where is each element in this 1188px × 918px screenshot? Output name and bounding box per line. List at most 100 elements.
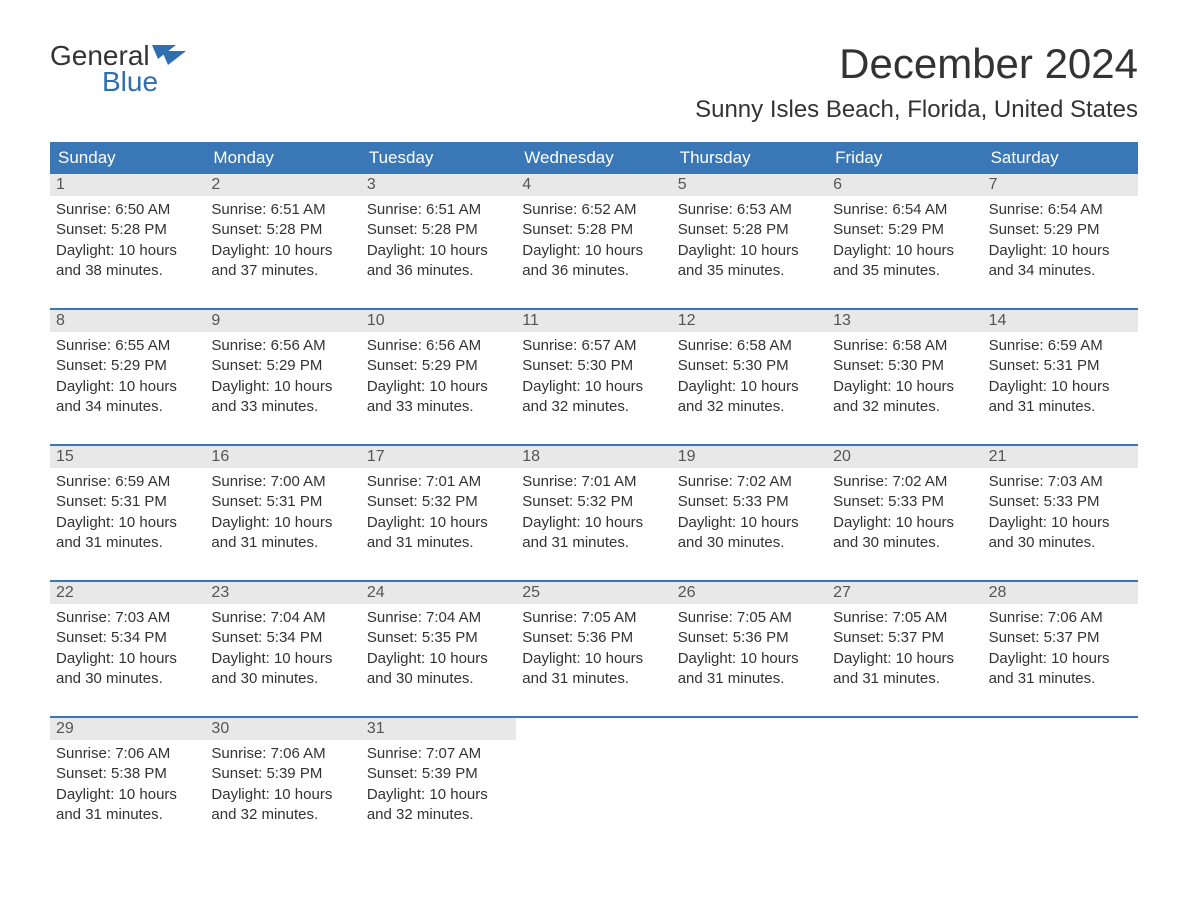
day-number: 25 xyxy=(516,582,671,604)
sunset-line: Sunset: 5:29 PM xyxy=(211,356,354,376)
calendar-cell: 11Sunrise: 6:57 AMSunset: 5:30 PMDayligh… xyxy=(516,310,671,430)
sunset-line: Sunset: 5:34 PM xyxy=(211,628,354,648)
sunrise-line: Sunrise: 6:56 AM xyxy=(367,336,510,356)
calendar-cell: 10Sunrise: 6:56 AMSunset: 5:29 PMDayligh… xyxy=(361,310,516,430)
sunrise-line: Sunrise: 6:53 AM xyxy=(678,200,821,220)
calendar-cell: 6Sunrise: 6:54 AMSunset: 5:29 PMDaylight… xyxy=(827,174,982,294)
sunset-line: Sunset: 5:32 PM xyxy=(522,492,665,512)
sunrise-line: Sunrise: 6:58 AM xyxy=(678,336,821,356)
day-details: Sunrise: 7:01 AMSunset: 5:32 PMDaylight:… xyxy=(361,468,516,561)
day-details: Sunrise: 7:05 AMSunset: 5:37 PMDaylight:… xyxy=(827,604,982,697)
calendar-cell: 21Sunrise: 7:03 AMSunset: 5:33 PMDayligh… xyxy=(983,446,1138,566)
calendar-cell: 30Sunrise: 7:06 AMSunset: 5:39 PMDayligh… xyxy=(205,718,360,838)
sunset-line: Sunset: 5:33 PM xyxy=(833,492,976,512)
daylight-line: Daylight: 10 hours and 30 minutes. xyxy=(56,649,199,690)
sunrise-line: Sunrise: 7:05 AM xyxy=(833,608,976,628)
day-number: 3 xyxy=(361,174,516,196)
daylight-line: Daylight: 10 hours and 31 minutes. xyxy=(56,513,199,554)
day-number: 8 xyxy=(50,310,205,332)
daylight-line: Daylight: 10 hours and 34 minutes. xyxy=(989,241,1132,282)
day-number: 19 xyxy=(672,446,827,468)
sunrise-line: Sunrise: 7:01 AM xyxy=(367,472,510,492)
calendar-cell: 7Sunrise: 6:54 AMSunset: 5:29 PMDaylight… xyxy=(983,174,1138,294)
calendar-week: 29Sunrise: 7:06 AMSunset: 5:38 PMDayligh… xyxy=(50,716,1138,838)
day-number: 23 xyxy=(205,582,360,604)
day-number: 16 xyxy=(205,446,360,468)
day-details: Sunrise: 6:58 AMSunset: 5:30 PMDaylight:… xyxy=(672,332,827,425)
daylight-line: Daylight: 10 hours and 32 minutes. xyxy=(211,785,354,826)
day-number: 14 xyxy=(983,310,1138,332)
daylight-line: Daylight: 10 hours and 30 minutes. xyxy=(833,513,976,554)
sunset-line: Sunset: 5:38 PM xyxy=(56,764,199,784)
day-number: 31 xyxy=(361,718,516,740)
sunrise-line: Sunrise: 7:02 AM xyxy=(833,472,976,492)
calendar-week: 15Sunrise: 6:59 AMSunset: 5:31 PMDayligh… xyxy=(50,444,1138,566)
sunrise-line: Sunrise: 7:06 AM xyxy=(56,744,199,764)
daylight-line: Daylight: 10 hours and 36 minutes. xyxy=(367,241,510,282)
calendar: SundayMondayTuesdayWednesdayThursdayFrid… xyxy=(50,142,1138,838)
day-number: 9 xyxy=(205,310,360,332)
day-details: Sunrise: 7:02 AMSunset: 5:33 PMDaylight:… xyxy=(827,468,982,561)
calendar-cell xyxy=(672,718,827,838)
daylight-line: Daylight: 10 hours and 33 minutes. xyxy=(367,377,510,418)
calendar-cell: 13Sunrise: 6:58 AMSunset: 5:30 PMDayligh… xyxy=(827,310,982,430)
sunrise-line: Sunrise: 7:00 AM xyxy=(211,472,354,492)
day-number: 7 xyxy=(983,174,1138,196)
calendar-cell: 24Sunrise: 7:04 AMSunset: 5:35 PMDayligh… xyxy=(361,582,516,702)
day-headers: SundayMondayTuesdayWednesdayThursdayFrid… xyxy=(50,142,1138,174)
sunset-line: Sunset: 5:29 PM xyxy=(367,356,510,376)
day-header: Thursday xyxy=(672,142,827,174)
sunrise-line: Sunrise: 7:04 AM xyxy=(211,608,354,628)
sunset-line: Sunset: 5:34 PM xyxy=(56,628,199,648)
calendar-cell: 4Sunrise: 6:52 AMSunset: 5:28 PMDaylight… xyxy=(516,174,671,294)
sunrise-line: Sunrise: 7:07 AM xyxy=(367,744,510,764)
daylight-line: Daylight: 10 hours and 30 minutes. xyxy=(678,513,821,554)
day-details: Sunrise: 7:04 AMSunset: 5:34 PMDaylight:… xyxy=(205,604,360,697)
day-details: Sunrise: 6:56 AMSunset: 5:29 PMDaylight:… xyxy=(205,332,360,425)
day-number: 15 xyxy=(50,446,205,468)
day-header: Wednesday xyxy=(516,142,671,174)
day-number: 30 xyxy=(205,718,360,740)
sunset-line: Sunset: 5:31 PM xyxy=(989,356,1132,376)
sunrise-line: Sunrise: 7:05 AM xyxy=(678,608,821,628)
calendar-cell: 5 Sunrise: 6:53 AMSunset: 5:28 PMDaylight… xyxy=(672,174,827,294)
day-details: Sunrise: 7:06 AMSunset: 5:37 PMDaylight:… xyxy=(983,604,1138,697)
day-number: 4 xyxy=(516,174,671,196)
daylight-line: Daylight: 10 hours and 32 minutes. xyxy=(522,377,665,418)
calendar-cell: 23Sunrise: 7:04 AMSunset: 5:34 PMDayligh… xyxy=(205,582,360,702)
calendar-cell: 15Sunrise: 6:59 AMSunset: 5:31 PMDayligh… xyxy=(50,446,205,566)
sunrise-line: Sunrise: 7:06 AM xyxy=(989,608,1132,628)
sunset-line: Sunset: 5:29 PM xyxy=(989,220,1132,240)
sunrise-line: Sunrise: 7:03 AM xyxy=(989,472,1132,492)
day-details: Sunrise: 6:54 AMSunset: 5:29 PMDaylight:… xyxy=(983,196,1138,289)
daylight-line: Daylight: 10 hours and 31 minutes. xyxy=(211,513,354,554)
sunrise-line: Sunrise: 6:57 AM xyxy=(522,336,665,356)
daylight-line: Daylight: 10 hours and 30 minutes. xyxy=(989,513,1132,554)
calendar-cell xyxy=(827,718,982,838)
title-block: December 2024 Sunny Isles Beach, Florida… xyxy=(695,40,1138,124)
sunset-line: Sunset: 5:28 PM xyxy=(678,220,821,240)
calendar-cell: 20Sunrise: 7:02 AMSunset: 5:33 PMDayligh… xyxy=(827,446,982,566)
calendar-cell: 27Sunrise: 7:05 AMSunset: 5:37 PMDayligh… xyxy=(827,582,982,702)
logo: General Blue xyxy=(50,40,186,98)
calendar-cell: 25Sunrise: 7:05 AMSunset: 5:36 PMDayligh… xyxy=(516,582,671,702)
day-details: Sunrise: 6:54 AMSunset: 5:29 PMDaylight:… xyxy=(827,196,982,289)
daylight-line: Daylight: 10 hours and 35 minutes. xyxy=(678,241,821,282)
day-details: Sunrise: 6:59 AMSunset: 5:31 PMDaylight:… xyxy=(983,332,1138,425)
day-details: Sunrise: 7:05 AMSunset: 5:36 PMDaylight:… xyxy=(672,604,827,697)
day-details: Sunrise: 6:51 AMSunset: 5:28 PMDaylight:… xyxy=(205,196,360,289)
day-details: Sunrise: 6:58 AMSunset: 5:30 PMDaylight:… xyxy=(827,332,982,425)
day-header: Sunday xyxy=(50,142,205,174)
day-details: Sunrise: 6:59 AMSunset: 5:31 PMDaylight:… xyxy=(50,468,205,561)
daylight-line: Daylight: 10 hours and 31 minutes. xyxy=(989,377,1132,418)
day-number: 18 xyxy=(516,446,671,468)
calendar-cell xyxy=(516,718,671,838)
sunset-line: Sunset: 5:31 PM xyxy=(56,492,199,512)
sunrise-line: Sunrise: 6:56 AM xyxy=(211,336,354,356)
day-number: 21 xyxy=(983,446,1138,468)
sunset-line: Sunset: 5:28 PM xyxy=(211,220,354,240)
sunrise-line: Sunrise: 7:01 AM xyxy=(522,472,665,492)
sunset-line: Sunset: 5:36 PM xyxy=(522,628,665,648)
sunset-line: Sunset: 5:30 PM xyxy=(678,356,821,376)
day-number: 5 xyxy=(672,174,827,196)
